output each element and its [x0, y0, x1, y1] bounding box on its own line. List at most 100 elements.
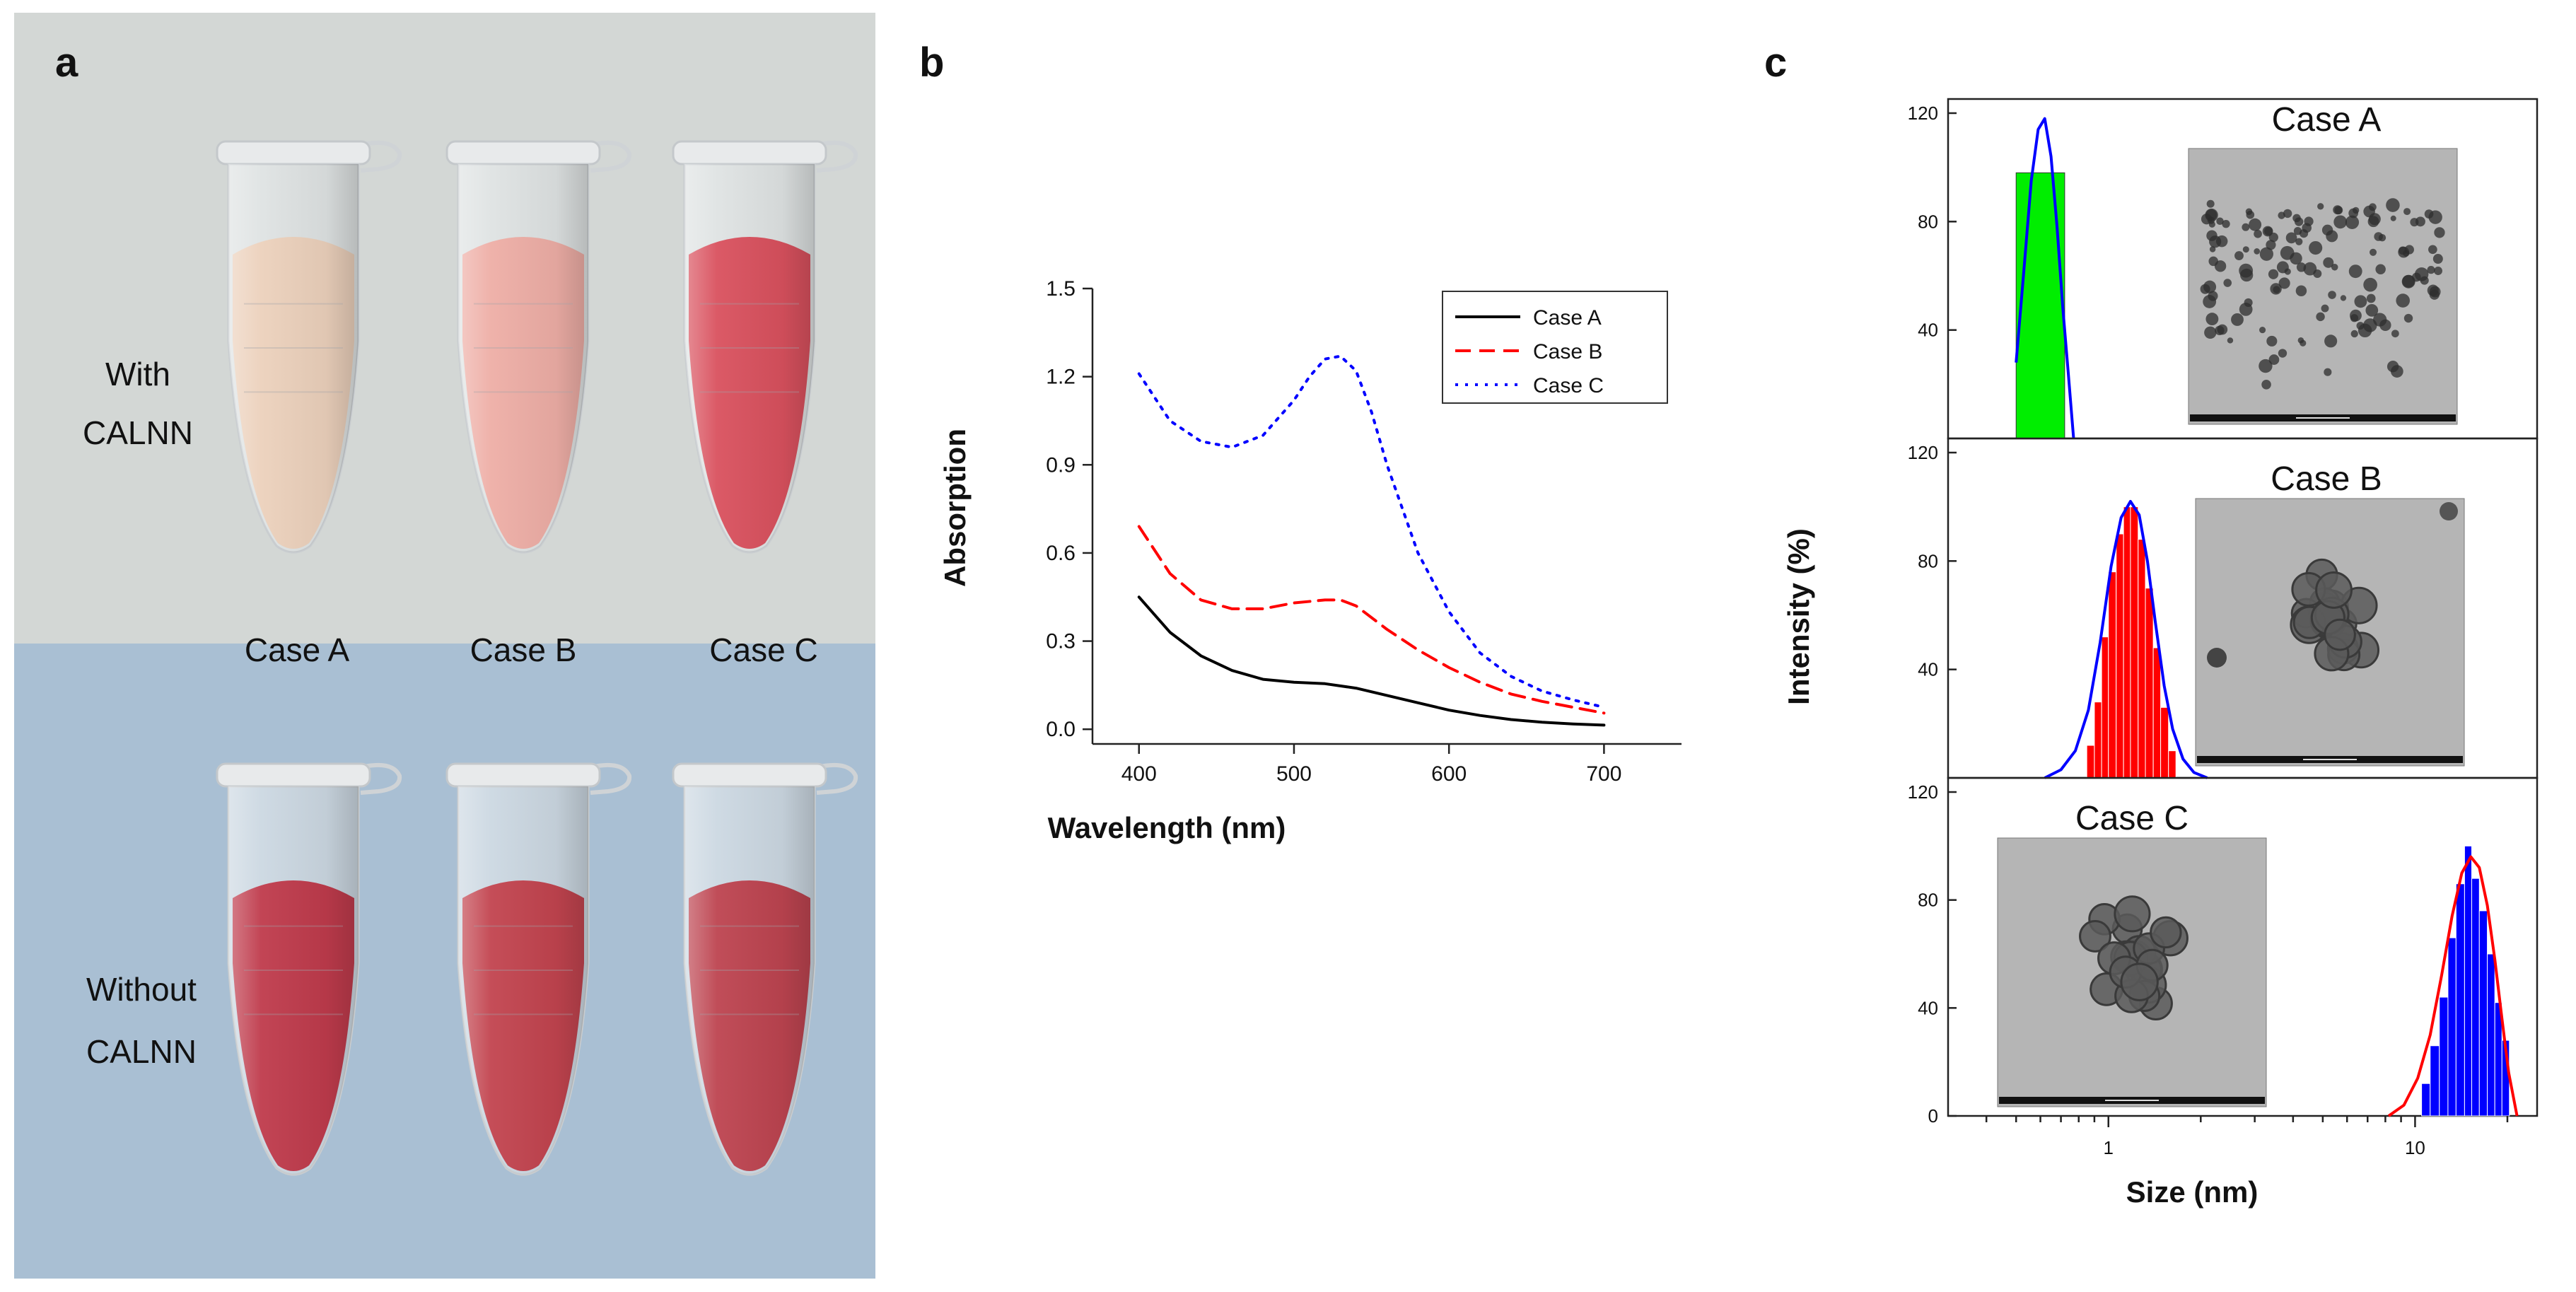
tube-rim	[445, 762, 601, 788]
tem-particle	[2304, 216, 2314, 226]
chart-c-bar	[2108, 571, 2117, 779]
chart-b-ytick-label: 0.9	[1046, 453, 1076, 477]
panel-a: a With CALNN Case A Case B Case C Withou…	[14, 13, 875, 1279]
chart-c-subplot-1: 40 80 120 Case A	[1908, 98, 2539, 440]
tubes-bottom	[216, 762, 858, 1176]
tem-particle	[2358, 323, 2372, 338]
tem-particle	[2367, 216, 2379, 228]
tem-particle	[2303, 262, 2317, 276]
tem-particle	[2386, 198, 2400, 212]
tem-particle	[2227, 337, 2234, 344]
tem-particle	[2333, 205, 2343, 215]
tube-rim	[216, 762, 371, 788]
tem-particle	[2428, 245, 2437, 255]
chart-b-legend-box	[1442, 291, 1668, 404]
tem-particle	[2396, 293, 2410, 308]
chart-c-ytick-label: 40	[1918, 659, 1938, 680]
tem-particle	[2386, 361, 2399, 373]
tem-particle	[2317, 203, 2324, 210]
tem-particle	[2391, 330, 2399, 338]
tube-rim	[445, 140, 601, 165]
chart-c-fit-curve	[2015, 117, 2075, 439]
chart-c-xtick-label: 1	[2104, 1137, 2114, 1158]
tem-particle	[2292, 214, 2301, 223]
tem-particle	[2440, 502, 2458, 520]
tem-particle	[2268, 269, 2279, 279]
tem-particle	[2424, 209, 2434, 219]
tem-particle	[2309, 240, 2323, 255]
tem-particle	[2402, 274, 2415, 288]
tem-particle	[2203, 295, 2217, 308]
chart-c-bar	[2015, 172, 2065, 439]
tem-particle	[2208, 256, 2218, 267]
tem-particle	[2222, 220, 2230, 228]
chart-c-subplot-title: Case A	[2272, 101, 2382, 139]
tube-rim	[216, 140, 371, 165]
tem-particle	[2323, 257, 2334, 268]
tem-image	[1997, 837, 2267, 1107]
tem-particle	[2120, 962, 2159, 1001]
tem-particle	[2410, 218, 2419, 227]
chart-c-bar	[2478, 910, 2488, 1117]
chart-b-ytick-label: 1.5	[1046, 277, 1076, 301]
tem-particle	[2369, 248, 2377, 256]
tem-particle	[2280, 245, 2295, 260]
tem-particle	[2278, 211, 2285, 219]
tem-particle	[2201, 214, 2213, 225]
tem-particle	[2414, 267, 2429, 281]
chart-b-axes: 400 500 600 700 0.0 0.3 0.6 0.9 1.2 1.5	[1046, 277, 1682, 786]
tem-particle	[2207, 648, 2227, 668]
tem-particle	[2079, 919, 2111, 953]
chart-b-ylabel: Absorption	[938, 429, 972, 587]
tem-particle	[2404, 245, 2414, 255]
tem-particle	[2354, 295, 2367, 308]
tem-particle	[2244, 298, 2253, 308]
tube-shading	[684, 786, 815, 1175]
chart-b-series-line	[1137, 595, 1606, 727]
tube-lid-tab	[816, 762, 858, 795]
chart-b-ytick-label: 0.3	[1046, 630, 1076, 653]
tem-particle	[2270, 283, 2282, 295]
chart-c-bar	[2471, 878, 2480, 1117]
tube-rim	[672, 140, 827, 165]
tem-particle	[2315, 571, 2353, 609]
tubes-top	[216, 140, 858, 554]
chart-c-xlabel: Size (nm)	[2126, 1175, 2259, 1209]
chart-b-xtick-label: 700	[1586, 762, 1621, 786]
tube-rim	[672, 762, 827, 788]
tem-particle	[2379, 319, 2391, 331]
chart-c-bar	[2101, 636, 2109, 779]
tube-without-0	[216, 762, 402, 1176]
case-b-label: Case B	[470, 632, 577, 668]
tem-particle	[2340, 295, 2347, 301]
tem-particle	[2150, 916, 2182, 949]
chart-c-ytick-label: 120	[1908, 103, 1938, 124]
panel-label-c: c	[1764, 40, 1787, 86]
chart-c-bar	[2447, 937, 2456, 1117]
tem-particle	[2328, 291, 2336, 299]
tem-particle	[2261, 379, 2271, 390]
tem-particle	[2240, 268, 2254, 282]
chart-c-xtick-label: 10	[2405, 1137, 2425, 1158]
without-label-line1: Without	[86, 971, 197, 1008]
chart-c-ytick-label: 40	[1918, 320, 1938, 341]
tem-particle	[2321, 224, 2333, 236]
tem-particle	[2321, 304, 2329, 313]
tem-particle	[2432, 254, 2443, 264]
chart-c-ytick-label: 80	[1918, 890, 1938, 911]
tem-particle	[2215, 235, 2228, 248]
tem-particle	[2350, 330, 2358, 338]
chart-b-xtick-label: 600	[1431, 762, 1467, 786]
chart-b-xtick-label: 500	[1276, 762, 1312, 786]
chart-b-series-line	[1137, 525, 1606, 715]
tem-particle	[2283, 209, 2292, 219]
chart-b-legend-entry: Case A	[1533, 306, 1602, 330]
tem-particle	[2324, 368, 2332, 376]
chart-c-fit-curve	[2387, 855, 2519, 1117]
chart-c-bars	[2015, 172, 2065, 439]
chart-c-bar	[2152, 647, 2162, 779]
without-label-line2: CALNN	[86, 1033, 197, 1070]
tem-particle	[2331, 264, 2338, 271]
case-a-label: Case A	[245, 632, 350, 668]
